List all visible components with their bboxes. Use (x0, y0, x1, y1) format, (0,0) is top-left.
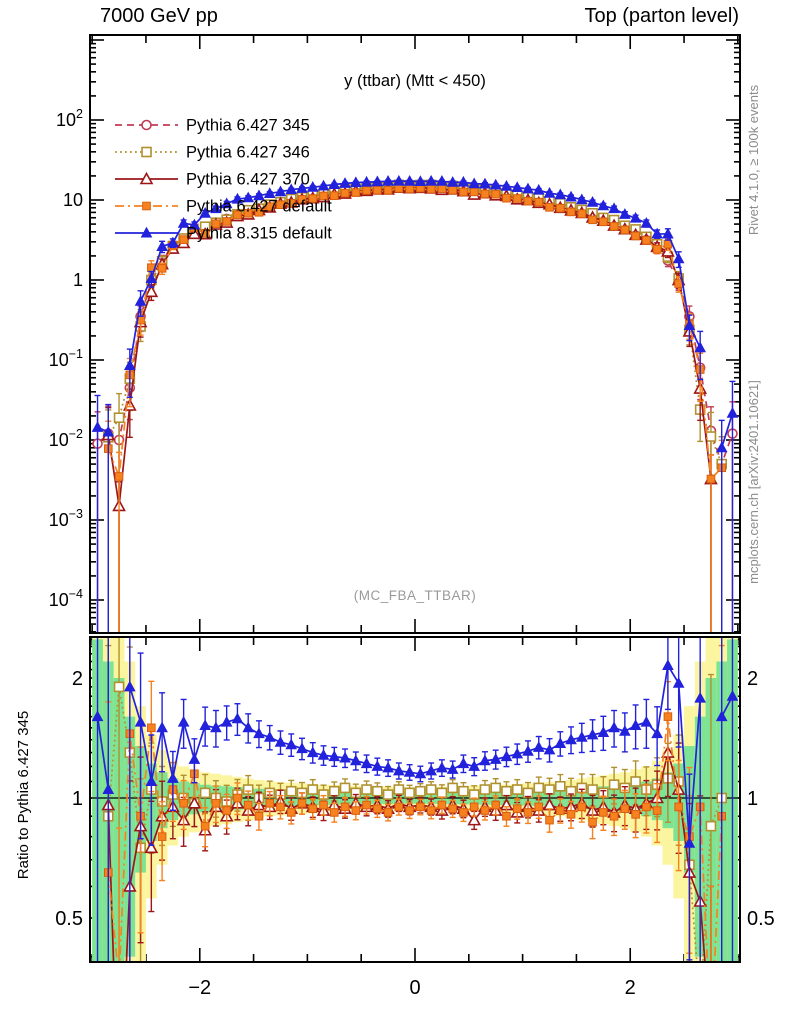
header-analysis: Top (parton level) (584, 5, 739, 27)
svg-text:10−3: 10−3 (49, 507, 83, 530)
caption-rivet-version: Rivet 4.1.0, ≥ 100k events (746, 84, 761, 236)
legend-entry-2: Pythia 6.427 370 (115, 171, 310, 189)
svg-text:0.5: 0.5 (747, 908, 775, 930)
series-main-5 (91, 174, 739, 632)
svg-text:Pythia 6.427 345: Pythia 6.427 345 (186, 117, 310, 135)
svg-text:−2: −2 (188, 977, 211, 999)
svg-text:1: 1 (72, 788, 83, 810)
svg-text:Pythia 6.427 346: Pythia 6.427 346 (186, 144, 310, 162)
series-main-2 (102, 179, 728, 632)
svg-text:102: 102 (56, 107, 83, 130)
plot-title: y (ttbar) (Mtt < 450) (344, 72, 486, 90)
svg-text:1: 1 (747, 788, 758, 810)
svg-text:2: 2 (72, 668, 83, 690)
svg-text:1: 1 (73, 270, 83, 290)
legend-entry-0: Pythia 6.427 345 (115, 117, 310, 135)
header-beam-energy: 7000 GeV pp (100, 5, 218, 27)
svg-text:2: 2 (625, 977, 636, 999)
svg-text:2: 2 (747, 668, 758, 690)
svg-text:10−2: 10−2 (49, 427, 83, 450)
svg-text:0.5: 0.5 (55, 908, 83, 930)
legend: Pythia 6.427 345 Pythia 6.427 346 Pythia 6… (115, 117, 332, 243)
legend-entry-4: Pythia 8.315 default (115, 225, 332, 243)
series-main-pythia6-345 (92, 181, 738, 632)
svg-text:10: 10 (63, 190, 83, 210)
ratio-axis-label: Ratio to Pythia 6.427 345 (15, 710, 32, 880)
ratio-y-tick-labels: 2 2 1 1 0.5 0.5 (55, 668, 775, 930)
series-main-4 (103, 183, 727, 632)
legend-entry-1: Pythia 6.427 346 (115, 144, 310, 162)
watermark-analysis-code: (MC_FBA_TTBAR) (353, 588, 477, 603)
svg-text:0: 0 (409, 977, 420, 999)
svg-text:Pythia 6.427 370: Pythia 6.427 370 (186, 171, 310, 189)
x-tick-labels: −2 0 2 (188, 977, 635, 999)
main-y-tick-labels: 102 10 1 10−1 10−2 10−3 10−4 (49, 107, 83, 610)
legend-entry-3: Pythia 6.427 default (115, 198, 332, 216)
svg-text:Pythia 6.427 default: Pythia 6.427 default (186, 198, 332, 216)
svg-text:Pythia 8.315 default: Pythia 8.315 default (186, 225, 332, 243)
series-main-3 (101, 180, 718, 632)
svg-text:10−1: 10−1 (49, 347, 83, 370)
series-ratio-5 (91, 638, 739, 961)
svg-text:10−4: 10−4 (49, 587, 83, 610)
caption-mcplots-arxiv: mcplots.cern.ch [arXiv:2401.10621] (746, 380, 761, 584)
